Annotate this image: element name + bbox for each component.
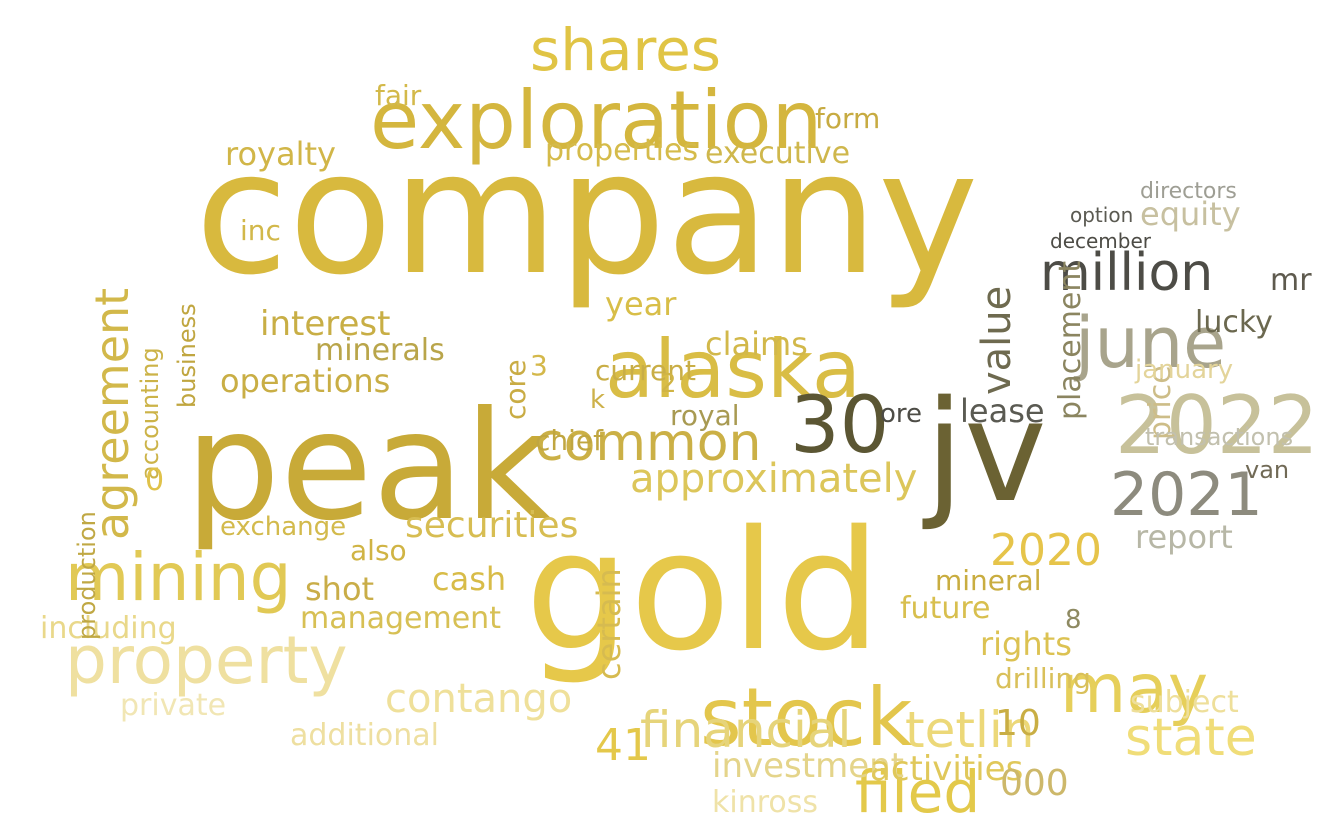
- word-state: state: [1125, 708, 1257, 768]
- word-properties: properties: [545, 133, 698, 168]
- cloud-shape: [30, 14, 1330, 831]
- word-price: price: [1143, 365, 1178, 440]
- word-activities: activities: [870, 749, 1023, 789]
- word-k: k: [590, 385, 605, 415]
- word-company: company: [195, 115, 979, 313]
- word-contango: contango: [385, 676, 572, 722]
- word-peak: peak: [185, 380, 551, 554]
- word-executive: executive: [705, 136, 850, 171]
- word-investment: investment: [712, 746, 904, 786]
- word-shares: shares: [530, 16, 721, 84]
- word-mr: mr: [1270, 263, 1312, 298]
- word-mining: mining: [65, 539, 292, 616]
- word-royalty: royalty: [225, 135, 336, 173]
- word-core: core: [499, 359, 532, 420]
- word-approximately: approximately: [630, 456, 917, 502]
- word-interest: interest: [260, 304, 390, 344]
- word-inc: inc: [240, 214, 281, 247]
- word-8: 8: [1065, 605, 1082, 635]
- word-placement: placement: [1053, 261, 1088, 420]
- word-subject: subject: [1130, 685, 1239, 720]
- word-alaska: alaska: [605, 323, 861, 416]
- word-including: including: [40, 611, 177, 646]
- word-private: private: [120, 688, 226, 723]
- word-gold: gold: [525, 495, 881, 687]
- word-000: 000: [1000, 763, 1069, 804]
- word-exploration: exploration: [370, 74, 822, 167]
- word-december: december: [1050, 229, 1152, 253]
- word-operations: operations: [220, 362, 390, 400]
- word-minerals: minerals: [315, 333, 445, 368]
- word-lease: lease: [960, 392, 1045, 430]
- word-option: option: [1070, 203, 1133, 227]
- word-mineral: mineral: [935, 564, 1041, 597]
- word-accounting: accounting: [136, 347, 164, 480]
- word-future: future: [900, 591, 990, 626]
- word-tetlin: tetlin: [905, 701, 1034, 759]
- word-property: property: [65, 622, 348, 699]
- word-2021: 2021: [1110, 460, 1263, 530]
- word-chief: chief: [535, 424, 604, 457]
- word-equity: equity: [1140, 195, 1241, 233]
- word-directors: directors: [1140, 179, 1237, 204]
- word-business: business: [173, 303, 201, 408]
- word-certain: certain: [590, 568, 628, 680]
- word-stock: stock: [700, 671, 913, 764]
- word-million: million: [1040, 243, 1213, 303]
- word-exchange: exchange: [220, 512, 346, 542]
- word-form: form: [815, 102, 880, 135]
- word-30: 30: [790, 381, 889, 471]
- word-agreement: agreement: [85, 288, 139, 540]
- word-10: 10: [995, 703, 1041, 744]
- word-2: 2: [660, 369, 677, 399]
- word-ore: ore: [880, 399, 922, 429]
- word-securities: securities: [405, 505, 578, 546]
- word-transactions: transactions: [1145, 423, 1293, 451]
- word-claims: claims: [705, 325, 808, 363]
- word-3: 3: [530, 349, 548, 382]
- word-2022: 2022: [1115, 379, 1319, 472]
- word-may: may: [1060, 650, 1208, 729]
- word-production: production: [73, 511, 101, 640]
- word-filed: filed: [855, 758, 980, 826]
- word-january: january: [1134, 355, 1233, 385]
- word-additional: additional: [290, 718, 439, 753]
- word-0: 0: [145, 463, 164, 498]
- word-shot: shot: [305, 570, 374, 608]
- word-also: also: [350, 534, 407, 567]
- word-current: current: [595, 354, 696, 387]
- word-lucky: lucky: [1195, 305, 1273, 340]
- word-cash: cash: [432, 560, 506, 598]
- word-report: report: [1135, 518, 1233, 556]
- word-van: van: [1245, 456, 1289, 484]
- word-value: value: [974, 286, 1020, 395]
- word-jv: jv: [922, 371, 1047, 534]
- word-year: year: [605, 285, 677, 323]
- word-41: 41: [595, 720, 651, 771]
- word-june: june: [1073, 302, 1226, 384]
- word-fair: fair: [375, 79, 422, 112]
- word-kinross: kinross: [712, 785, 818, 820]
- word-common: common: [535, 413, 761, 473]
- word-management: management: [300, 601, 501, 636]
- word-financial: financial: [640, 701, 851, 759]
- word-2020: 2020: [990, 525, 1102, 576]
- word-royal: royal: [670, 399, 740, 432]
- word-rights: rights: [980, 625, 1072, 663]
- word-drilling: drilling: [995, 662, 1091, 695]
